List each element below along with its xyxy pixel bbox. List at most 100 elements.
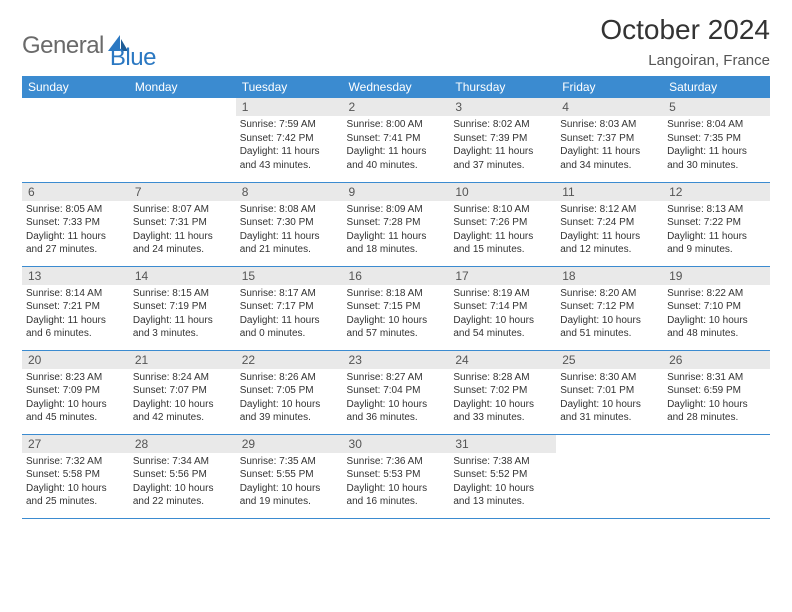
daylight-text: Daylight: 11 hours and 43 minutes. — [240, 145, 339, 172]
day-body: Sunrise: 8:14 AMSunset: 7:21 PMDaylight:… — [22, 285, 129, 345]
daylight-text: Daylight: 10 hours and 19 minutes. — [240, 482, 339, 509]
sunrise-text: Sunrise: 7:36 AM — [347, 455, 446, 469]
day-number: 3 — [449, 98, 556, 116]
day-body: Sunrise: 7:36 AMSunset: 5:53 PMDaylight:… — [343, 453, 450, 513]
sunrise-text: Sunrise: 8:08 AM — [240, 203, 339, 217]
sunrise-text: Sunrise: 7:34 AM — [133, 455, 232, 469]
day-number: 2 — [343, 98, 450, 116]
day-number: 8 — [236, 183, 343, 201]
calendar-day-cell: 6Sunrise: 8:05 AMSunset: 7:33 PMDaylight… — [22, 182, 129, 266]
day-number: 25 — [556, 351, 663, 369]
sunrise-text: Sunrise: 8:18 AM — [347, 287, 446, 301]
sunset-text: Sunset: 7:09 PM — [26, 384, 125, 398]
sunrise-text: Sunrise: 8:13 AM — [667, 203, 766, 217]
sunrise-text: Sunrise: 8:02 AM — [453, 118, 552, 132]
dayname-header: Tuesday — [236, 76, 343, 98]
calendar-day-cell: 19Sunrise: 8:22 AMSunset: 7:10 PMDayligh… — [663, 266, 770, 350]
day-body: Sunrise: 8:00 AMSunset: 7:41 PMDaylight:… — [343, 116, 450, 176]
day-body: Sunrise: 8:18 AMSunset: 7:15 PMDaylight:… — [343, 285, 450, 345]
day-number: 7 — [129, 183, 236, 201]
day-body: Sunrise: 8:03 AMSunset: 7:37 PMDaylight:… — [556, 116, 663, 176]
sunrise-text: Sunrise: 8:20 AM — [560, 287, 659, 301]
sunset-text: Sunset: 7:42 PM — [240, 132, 339, 146]
dayname-header: Friday — [556, 76, 663, 98]
day-body: Sunrise: 7:35 AMSunset: 5:55 PMDaylight:… — [236, 453, 343, 513]
day-number: 12 — [663, 183, 770, 201]
calendar-empty-cell — [663, 434, 770, 518]
day-number: 21 — [129, 351, 236, 369]
sunset-text: Sunset: 7:28 PM — [347, 216, 446, 230]
daylight-text: Daylight: 11 hours and 3 minutes. — [133, 314, 232, 341]
day-body: Sunrise: 7:38 AMSunset: 5:52 PMDaylight:… — [449, 453, 556, 513]
calendar-day-cell: 21Sunrise: 8:24 AMSunset: 7:07 PMDayligh… — [129, 350, 236, 434]
calendar-week-row: 1Sunrise: 7:59 AMSunset: 7:42 PMDaylight… — [22, 98, 770, 182]
sunrise-text: Sunrise: 8:14 AM — [26, 287, 125, 301]
sunrise-text: Sunrise: 8:15 AM — [133, 287, 232, 301]
day-body: Sunrise: 8:22 AMSunset: 7:10 PMDaylight:… — [663, 285, 770, 345]
daylight-text: Daylight: 10 hours and 33 minutes. — [453, 398, 552, 425]
calendar-day-cell: 30Sunrise: 7:36 AMSunset: 5:53 PMDayligh… — [343, 434, 450, 518]
sunrise-text: Sunrise: 8:07 AM — [133, 203, 232, 217]
calendar-day-cell: 9Sunrise: 8:09 AMSunset: 7:28 PMDaylight… — [343, 182, 450, 266]
calendar-page: General Blue October 2024 Langoiran, Fra… — [0, 0, 792, 519]
day-body: Sunrise: 8:20 AMSunset: 7:12 PMDaylight:… — [556, 285, 663, 345]
sunset-text: Sunset: 5:56 PM — [133, 468, 232, 482]
sunset-text: Sunset: 7:26 PM — [453, 216, 552, 230]
day-number: 9 — [343, 183, 450, 201]
sunset-text: Sunset: 7:05 PM — [240, 384, 339, 398]
calendar-day-cell: 4Sunrise: 8:03 AMSunset: 7:37 PMDaylight… — [556, 98, 663, 182]
day-body: Sunrise: 8:08 AMSunset: 7:30 PMDaylight:… — [236, 201, 343, 261]
sunset-text: Sunset: 5:52 PM — [453, 468, 552, 482]
day-number: 5 — [663, 98, 770, 116]
day-body: Sunrise: 8:30 AMSunset: 7:01 PMDaylight:… — [556, 369, 663, 429]
calendar-day-cell: 14Sunrise: 8:15 AMSunset: 7:19 PMDayligh… — [129, 266, 236, 350]
sunrise-text: Sunrise: 8:24 AM — [133, 371, 232, 385]
calendar-day-cell: 8Sunrise: 8:08 AMSunset: 7:30 PMDaylight… — [236, 182, 343, 266]
sunset-text: Sunset: 7:30 PM — [240, 216, 339, 230]
sunrise-text: Sunrise: 8:19 AM — [453, 287, 552, 301]
day-number: 13 — [22, 267, 129, 285]
logo-text-1: General — [22, 32, 104, 60]
daylight-text: Daylight: 11 hours and 27 minutes. — [26, 230, 125, 257]
calendar-empty-cell — [129, 98, 236, 182]
day-number: 11 — [556, 183, 663, 201]
calendar-day-cell: 28Sunrise: 7:34 AMSunset: 5:56 PMDayligh… — [129, 434, 236, 518]
day-body: Sunrise: 7:32 AMSunset: 5:58 PMDaylight:… — [22, 453, 129, 513]
day-number: 22 — [236, 351, 343, 369]
day-body: Sunrise: 8:24 AMSunset: 7:07 PMDaylight:… — [129, 369, 236, 429]
sunrise-text: Sunrise: 7:38 AM — [453, 455, 552, 469]
sunset-text: Sunset: 7:02 PM — [453, 384, 552, 398]
day-number: 15 — [236, 267, 343, 285]
daylight-text: Daylight: 10 hours and 54 minutes. — [453, 314, 552, 341]
daylight-text: Daylight: 11 hours and 24 minutes. — [133, 230, 232, 257]
calendar-week-row: 27Sunrise: 7:32 AMSunset: 5:58 PMDayligh… — [22, 434, 770, 518]
calendar-body: 1Sunrise: 7:59 AMSunset: 7:42 PMDaylight… — [22, 98, 770, 518]
day-number: 26 — [663, 351, 770, 369]
daylight-text: Daylight: 10 hours and 48 minutes. — [667, 314, 766, 341]
calendar-day-cell: 23Sunrise: 8:27 AMSunset: 7:04 PMDayligh… — [343, 350, 450, 434]
calendar-empty-cell — [22, 98, 129, 182]
sunrise-text: Sunrise: 8:12 AM — [560, 203, 659, 217]
sunset-text: Sunset: 7:39 PM — [453, 132, 552, 146]
day-body: Sunrise: 8:02 AMSunset: 7:39 PMDaylight:… — [449, 116, 556, 176]
sunset-text: Sunset: 5:55 PM — [240, 468, 339, 482]
day-body: Sunrise: 7:34 AMSunset: 5:56 PMDaylight:… — [129, 453, 236, 513]
calendar-day-cell: 5Sunrise: 8:04 AMSunset: 7:35 PMDaylight… — [663, 98, 770, 182]
calendar-day-cell: 3Sunrise: 8:02 AMSunset: 7:39 PMDaylight… — [449, 98, 556, 182]
calendar-day-cell: 16Sunrise: 8:18 AMSunset: 7:15 PMDayligh… — [343, 266, 450, 350]
sunrise-text: Sunrise: 7:35 AM — [240, 455, 339, 469]
sunrise-text: Sunrise: 8:09 AM — [347, 203, 446, 217]
logo-text-2: Blue — [110, 44, 156, 72]
day-body: Sunrise: 8:04 AMSunset: 7:35 PMDaylight:… — [663, 116, 770, 176]
daylight-text: Daylight: 11 hours and 9 minutes. — [667, 230, 766, 257]
daylight-text: Daylight: 10 hours and 22 minutes. — [133, 482, 232, 509]
daylight-text: Daylight: 10 hours and 31 minutes. — [560, 398, 659, 425]
sunrise-text: Sunrise: 8:28 AM — [453, 371, 552, 385]
calendar-day-cell: 10Sunrise: 8:10 AMSunset: 7:26 PMDayligh… — [449, 182, 556, 266]
sunset-text: Sunset: 7:24 PM — [560, 216, 659, 230]
sunset-text: Sunset: 7:15 PM — [347, 300, 446, 314]
sunrise-text: Sunrise: 8:00 AM — [347, 118, 446, 132]
sunset-text: Sunset: 5:53 PM — [347, 468, 446, 482]
sunset-text: Sunset: 7:21 PM — [26, 300, 125, 314]
day-body: Sunrise: 8:07 AMSunset: 7:31 PMDaylight:… — [129, 201, 236, 261]
